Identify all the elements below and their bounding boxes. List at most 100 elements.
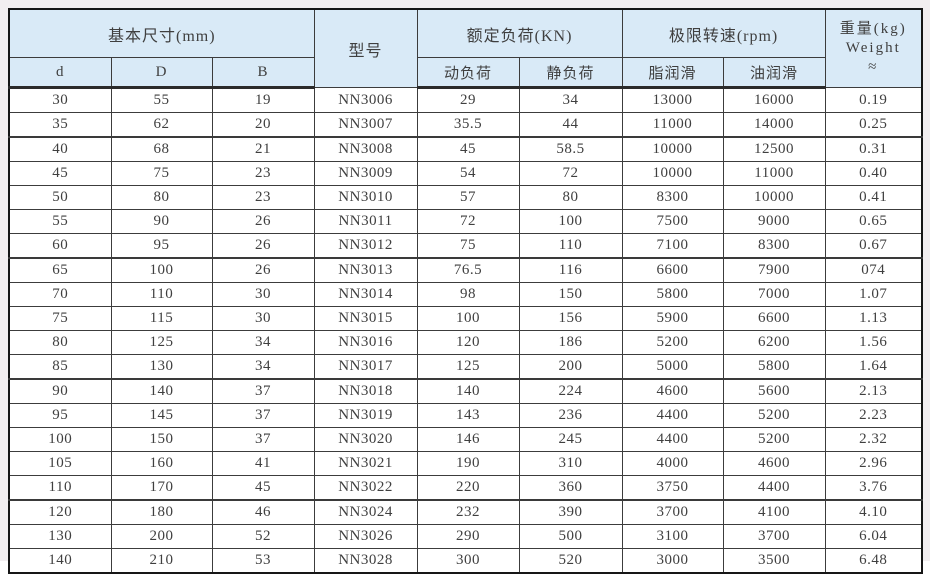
table-cell: NN3013 [313,257,418,283]
table-cell: 143 [416,403,520,428]
table-cell: 12500 [722,136,826,162]
table-cell: NN3010 [313,185,418,210]
table-cell: 26 [211,257,315,283]
table-cell: 10000 [621,161,724,186]
table-cell: 110 [110,282,213,307]
table-cell: 45 [8,161,112,186]
table-cell: NN3021 [313,451,418,476]
table-cell: 50 [8,185,112,210]
table-cell: 4600 [621,378,724,404]
table-row: 50 80 23 NN3010 57 80 8300 10000 0.41 [8,185,923,210]
table-header: 基本尺寸(mm) 型号 额定负荷(KN) 极限转速(rpm) 重量(kg) We… [8,8,923,89]
table-cell: 100 [416,306,520,331]
table-cell: 8300 [722,233,826,259]
table-cell: 10000 [621,136,724,162]
table-cell: 3700 [621,499,724,525]
table-cell: 45 [211,475,315,501]
table-row: 55 90 26 NN3011 72 100 7500 9000 0.65 [8,209,923,234]
table-cell: 11000 [722,161,826,186]
table-cell: 5600 [722,378,826,404]
table-cell: 26 [211,209,315,234]
table-cell: 65 [8,257,112,283]
table-cell: 35.5 [416,112,520,138]
table-cell: 26 [211,233,315,259]
table-cell: 6600 [722,306,826,331]
table-cell: NN3008 [313,136,418,162]
table-cell: 16000 [722,87,826,113]
table-cell: NN3020 [313,427,418,452]
table-cell: NN3017 [313,354,418,380]
table-cell: 4400 [621,427,724,452]
table-row: 105 160 41 NN3021 190 310 4000 4600 2.96 [8,451,923,476]
table-cell: 95 [8,403,112,428]
table-cell: 0.19 [824,87,923,113]
header-model: 型号 [313,8,418,88]
table-cell: 29 [416,87,520,113]
table-cell: 360 [518,475,623,501]
table-cell: NN3014 [313,282,418,307]
header-col-d: d [8,57,112,89]
table-row: 45 75 23 NN3009 54 72 10000 11000 0.40 [8,161,923,186]
table-cell: 4400 [722,475,826,501]
table-cell: 46 [211,499,315,525]
table-cell: 3.76 [824,475,923,501]
table-cell: 75 [416,233,520,259]
table-cell: 074 [824,257,923,283]
table-cell: 6200 [722,330,826,355]
table-cell: 2.23 [824,403,923,428]
header-col-static-load: 静负荷 [518,57,623,89]
table-cell: 44 [518,112,623,138]
table-cell: 0.40 [824,161,923,186]
header-weight-cn: 重量(kg) [839,21,907,38]
table-cell: 62 [110,112,213,138]
table-cell: 220 [416,475,520,501]
table-cell: 57 [416,185,520,210]
table-cell: 45 [416,136,520,162]
table-cell: 0.65 [824,209,923,234]
table-cell: 4100 [722,499,826,525]
table-row: 95 145 37 NN3019 143 236 4400 5200 2.23 [8,403,923,428]
table-cell: 200 [518,354,623,380]
table-cell: 4400 [621,403,724,428]
table-cell: 5000 [621,354,724,380]
table-cell: 160 [110,451,213,476]
table-cell: NN3012 [313,233,418,259]
table-cell: 60 [8,233,112,259]
table-cell: 34 [211,330,315,355]
table-cell: NN3026 [313,524,418,549]
table-cell: 2.96 [824,451,923,476]
table-row: 35 62 20 NN3007 35.5 44 11000 14000 0.25 [8,112,923,138]
table-cell: 14000 [722,112,826,138]
table-row: 80 125 34 NN3016 120 186 5200 6200 1.56 [8,330,923,355]
header-limit-speed: 极限转速(rpm) [621,8,826,58]
table-cell: 6.04 [824,524,923,549]
table-cell: 1.64 [824,354,923,380]
table-cell: 170 [110,475,213,501]
table-cell: 55 [110,87,213,113]
table-cell: NN3006 [313,87,418,113]
table-cell: 105 [8,451,112,476]
table-cell: 5200 [722,427,826,452]
table-cell: 37 [211,403,315,428]
table-cell: 5200 [621,330,724,355]
header-weight-en: Weight [845,40,901,57]
table-cell: 5800 [621,282,724,307]
table-cell: 310 [518,451,623,476]
table-cell: 23 [211,161,315,186]
table-cell: NN3007 [313,112,418,138]
table-cell: 30 [211,306,315,331]
header-col-B: B [211,57,315,89]
table-row: 70 110 30 NN3014 98 150 5800 7000 1.07 [8,282,923,307]
table-cell: 0.25 [824,112,923,138]
table-cell: 54 [416,161,520,186]
table-cell: NN3015 [313,306,418,331]
table-cell: 40 [8,136,112,162]
table-cell: 7000 [722,282,826,307]
table-cell: NN3019 [313,403,418,428]
table-cell: 115 [110,306,213,331]
table-body: 30 55 19 NN3006 29 34 13000 16000 0.19 35 62 20 NN30… [8,87,923,574]
header-col-D: D [110,57,213,89]
table-cell: 232 [416,499,520,525]
table-cell: 125 [416,354,520,380]
